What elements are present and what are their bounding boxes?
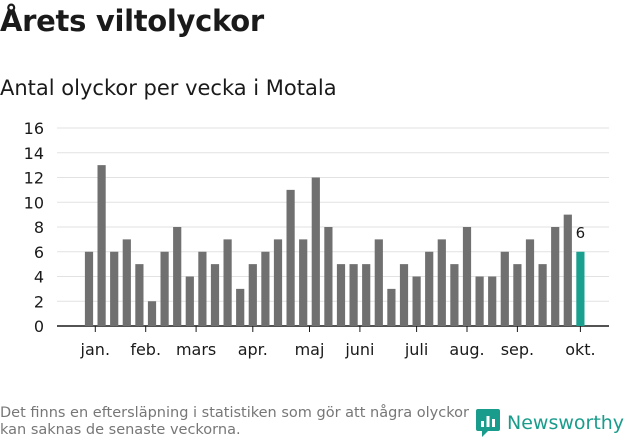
bar — [538, 264, 547, 326]
chart-subtitle: Antal olyckor per vecka i Motala — [0, 76, 337, 100]
bar — [349, 264, 358, 326]
bar — [135, 264, 144, 326]
data-label-latest: 6 — [576, 224, 586, 242]
y-tick-label: 8 — [34, 218, 44, 237]
bar — [110, 251, 119, 326]
y-tick-label: 16 — [24, 119, 44, 138]
x-tick-label: okt. — [565, 340, 595, 359]
y-tick-label: 12 — [24, 169, 44, 188]
bar — [147, 301, 157, 326]
bar-layer — [84, 165, 585, 326]
chart-title: Årets viltolyckor — [0, 4, 264, 38]
bar-highlight — [576, 251, 585, 326]
bar — [261, 251, 270, 326]
y-tick-label: 0 — [34, 317, 44, 336]
bar — [311, 177, 320, 326]
brand-name: Newsworthy — [507, 412, 625, 434]
y-tick-label: 2 — [34, 292, 44, 311]
bar — [437, 239, 446, 326]
bar — [551, 227, 560, 326]
bar — [450, 264, 459, 326]
bar — [185, 276, 194, 326]
x-tick-label: apr. — [238, 340, 268, 359]
newsworthy-logo-icon — [476, 409, 500, 437]
bar — [513, 264, 522, 326]
bar — [236, 288, 245, 326]
bar — [84, 251, 94, 326]
bar — [462, 227, 472, 326]
bar — [286, 189, 295, 326]
bar-chart: 0 2 4 6 8 10 12 14 16 jan. feb. mars apr. maj juni juli… — [24, 119, 609, 359]
x-tick-label: sep. — [501, 340, 534, 359]
x-tick-label: jan. — [80, 340, 110, 359]
bar — [198, 251, 207, 326]
x-tick-label: feb. — [130, 340, 161, 359]
y-tick-label: 14 — [24, 144, 44, 163]
bar — [299, 239, 308, 326]
bar — [210, 264, 220, 326]
brand[interactable]: Newsworthy — [475, 407, 624, 439]
x-tick-label: mars — [176, 340, 216, 359]
bar — [563, 214, 572, 326]
bar — [374, 239, 383, 326]
bar — [273, 239, 283, 326]
bar — [500, 251, 509, 326]
bar — [488, 276, 497, 326]
bar — [362, 264, 371, 326]
y-tick-label: 4 — [34, 268, 44, 287]
x-tick-label: aug. — [449, 340, 484, 359]
bar — [122, 239, 131, 326]
x-tick-label: juni — [344, 340, 374, 359]
label-layer: 0 2 4 6 8 10 12 14 16 jan. feb. mars apr. maj juni juli… — [24, 119, 596, 359]
bar — [160, 251, 169, 326]
y-tick-label: 10 — [24, 193, 44, 212]
bar — [324, 227, 333, 326]
bar — [387, 288, 396, 326]
x-tick-label: maj — [295, 340, 325, 359]
bar — [223, 239, 232, 326]
footnote: Det finns en eftersläpning i statistiken… — [0, 405, 469, 438]
bar — [475, 276, 484, 326]
bar — [97, 165, 106, 326]
bar — [173, 227, 182, 326]
bar — [425, 251, 434, 326]
x-tick-label: juli — [404, 340, 428, 359]
bar — [336, 264, 346, 326]
bar — [412, 276, 421, 326]
bar — [525, 239, 535, 326]
bar — [248, 264, 257, 326]
bar — [399, 264, 409, 326]
y-tick-label: 6 — [34, 243, 44, 262]
